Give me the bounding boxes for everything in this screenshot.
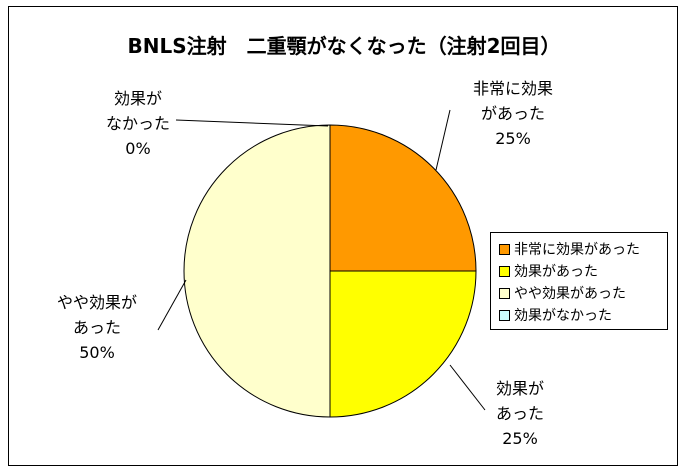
legend-item-0: 非常に効果があった (499, 238, 667, 260)
leader-line-2 (157, 279, 187, 331)
legend-label-3: 効果がなかった (514, 308, 612, 324)
pie-slice-0 (329, 124, 477, 272)
leader-line-3 (175, 119, 329, 127)
legend-item-2: やや効果があった (499, 282, 667, 304)
leader-line-1 (449, 364, 486, 411)
legend-label-1: 効果があった (514, 264, 598, 280)
legend-swatch-2 (499, 287, 510, 299)
legend-swatch-0 (499, 243, 510, 255)
pie-slice-2 (183, 124, 331, 418)
legend-item-3: 効果がなかった (499, 304, 667, 326)
slice-label-3: 効果がなかった 0% (106, 89, 170, 158)
chart-title: BNLS注射 二重顎がなくなった（注射2回目） (127, 34, 561, 58)
slice-label-1: 効果があった 25% (496, 379, 544, 448)
legend-swatch-3 (499, 309, 510, 321)
pie-slice-1 (329, 270, 477, 418)
legend-swatch-1 (499, 265, 510, 277)
legend-item-1: 効果があった (499, 260, 667, 282)
slice-label-0: 非常に効果があった 25% (473, 79, 553, 148)
leader-line-0 (435, 109, 451, 171)
slice-label-2: やや効果があった 50% (57, 293, 137, 362)
legend-label-2: やや効果があった (514, 286, 626, 302)
legend-label-0: 非常に効果があった (514, 242, 640, 258)
legend: 非常に効果があった 効果があったやや効果があった 効果がなかった (490, 232, 668, 330)
